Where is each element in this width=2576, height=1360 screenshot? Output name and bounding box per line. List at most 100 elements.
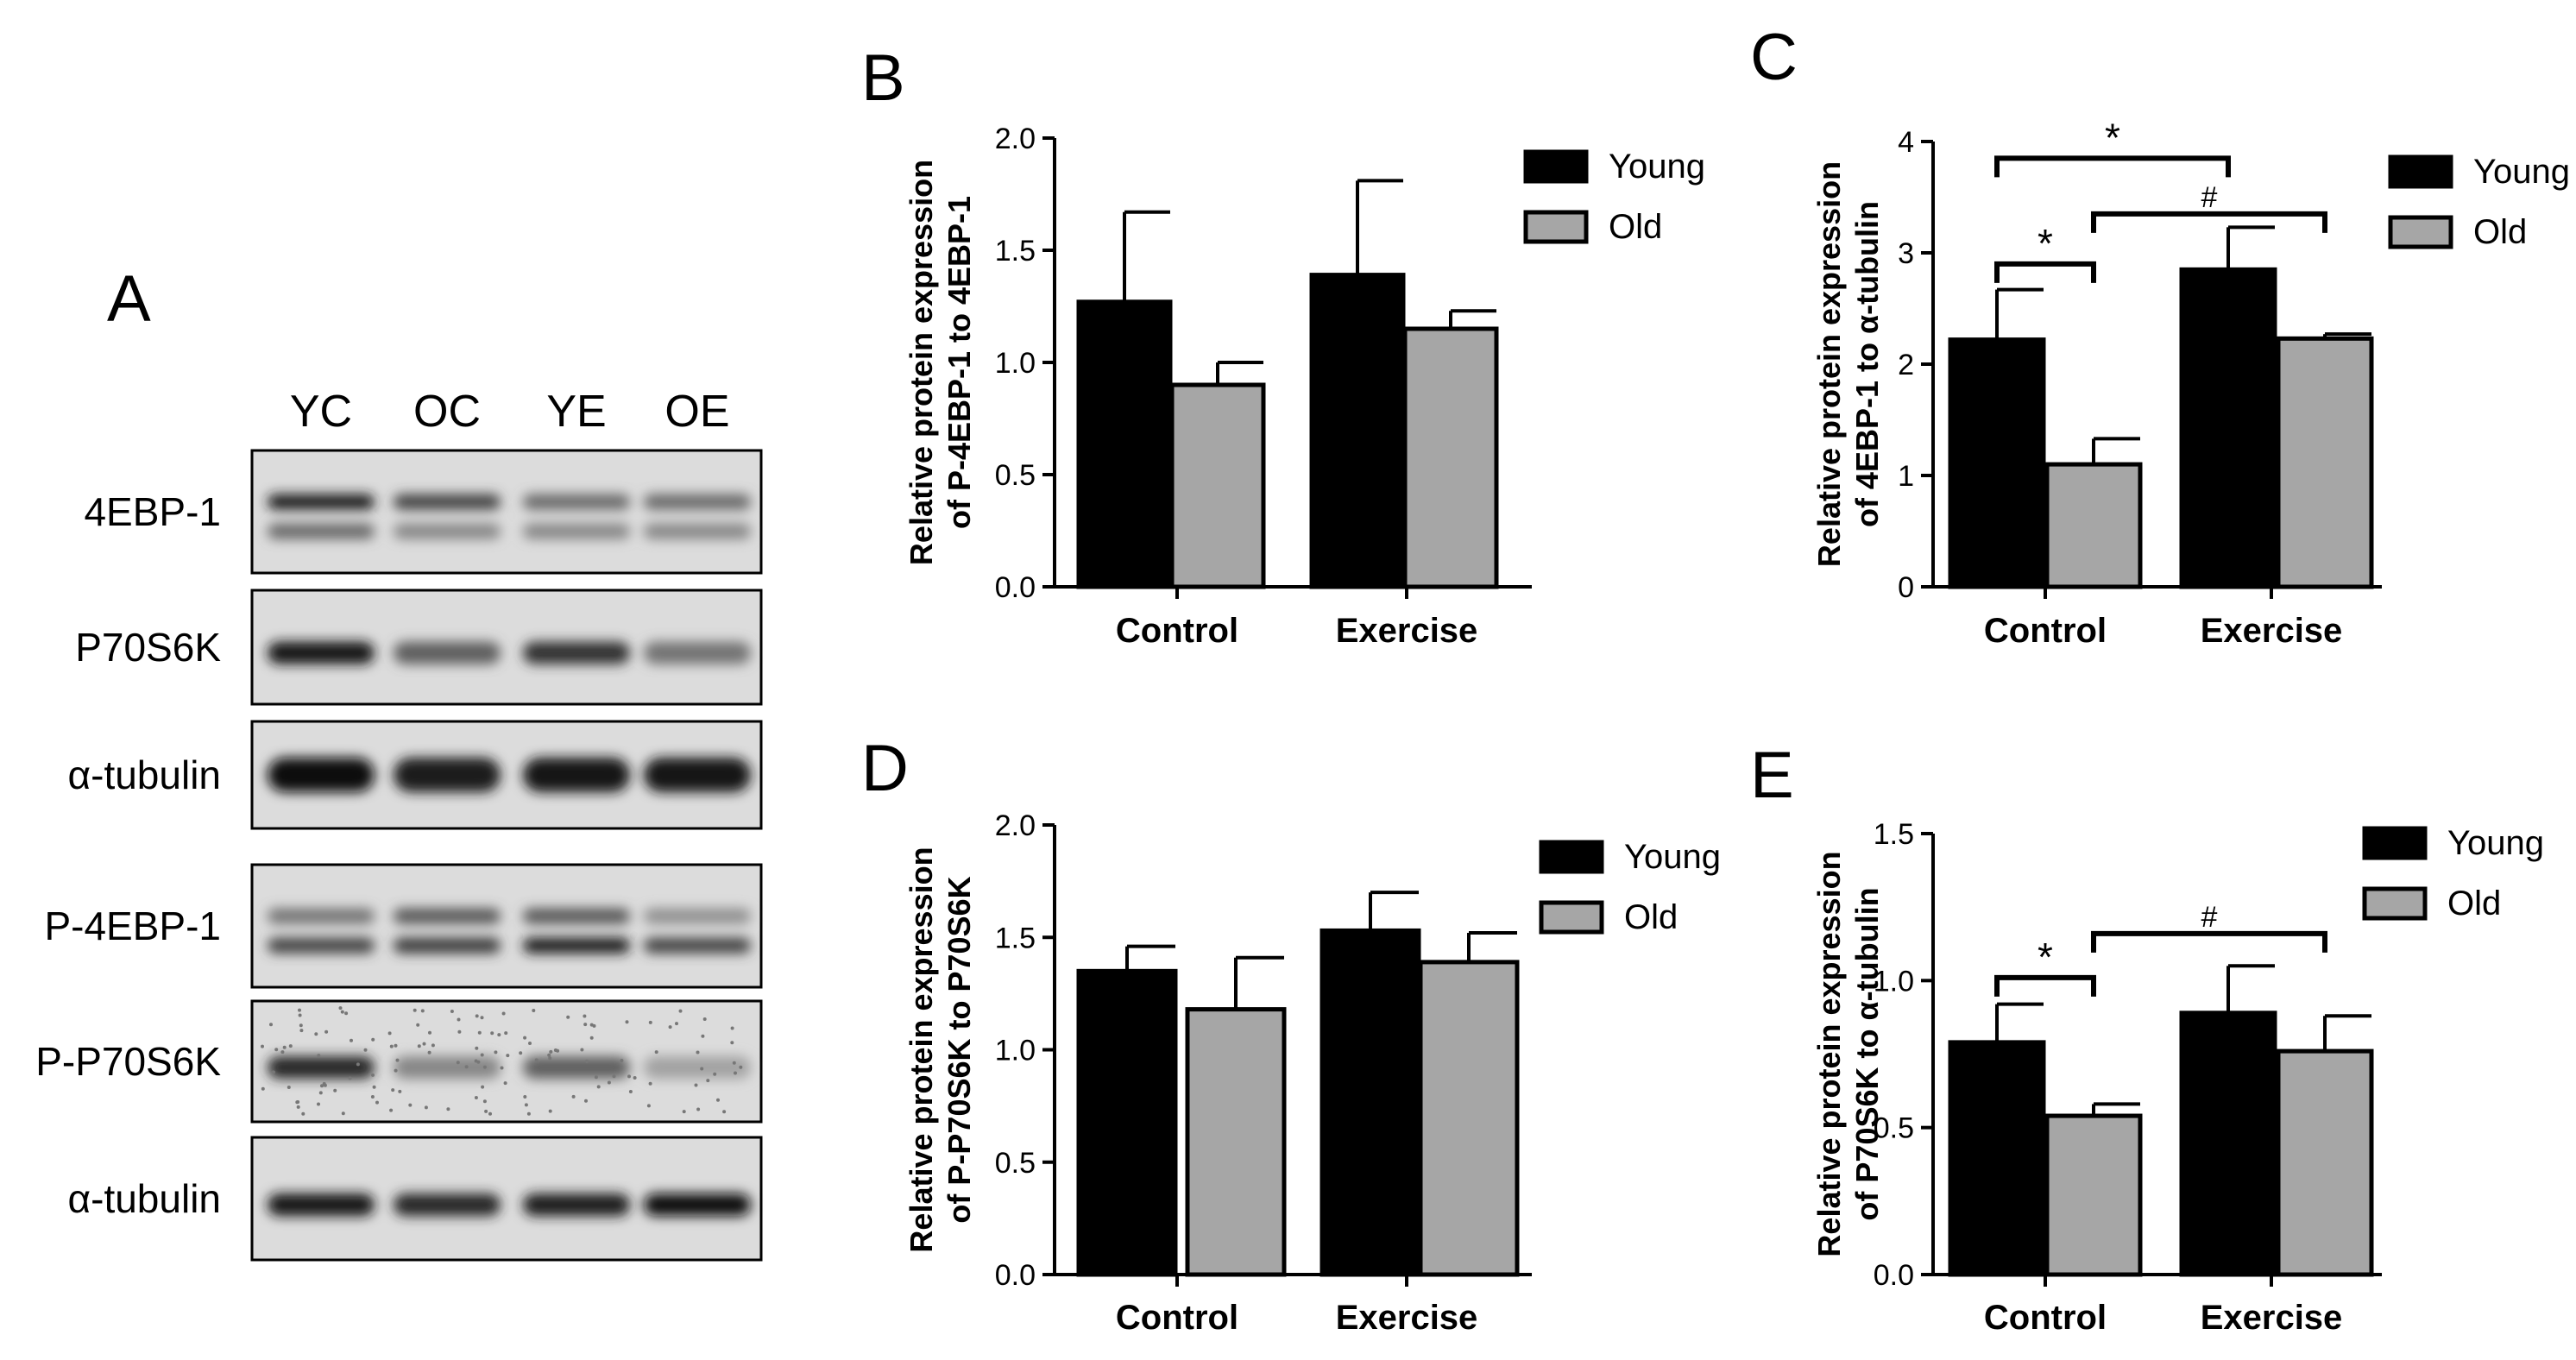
blot-speck <box>592 1023 596 1028</box>
blot-speck <box>646 1104 651 1108</box>
blot-speck <box>701 1034 705 1038</box>
blot-speck <box>389 1044 394 1048</box>
x-category-label-control: Control <box>1984 612 2107 650</box>
blot-speck <box>524 1103 528 1107</box>
blot-speck <box>395 1058 400 1062</box>
blot-band <box>268 1193 375 1217</box>
blot-speck <box>648 1020 652 1024</box>
blot-speck <box>317 1102 320 1106</box>
blot-speck <box>338 1006 343 1011</box>
x-category-label-exercise: Exercise <box>1336 612 1478 650</box>
blot-speck <box>416 1023 420 1027</box>
blot-speck <box>298 1008 301 1012</box>
bar-young-control <box>1076 299 1173 589</box>
blot-row-2: P70S6K <box>75 589 763 706</box>
lane-labels: YC OC YE OE <box>290 387 730 437</box>
blot-speck <box>633 1076 637 1080</box>
blot-speck <box>706 1079 710 1083</box>
blot-speck <box>668 1025 672 1029</box>
blot-speck <box>280 1050 285 1055</box>
blot-speck <box>474 1096 478 1099</box>
blot-speck <box>678 1009 683 1013</box>
legend-swatch-old <box>1539 900 1604 935</box>
star-marker: * <box>2037 221 2053 266</box>
blot-band <box>394 758 501 792</box>
blot-membrane <box>250 449 763 575</box>
blot-speck <box>585 1059 589 1063</box>
blot-speck <box>548 1109 552 1113</box>
blot-speck <box>320 1084 324 1088</box>
x-category-label-exercise: Exercise <box>2201 1299 2343 1337</box>
blot-speck <box>350 1038 353 1042</box>
blot-speck <box>301 1111 305 1116</box>
x-category-label-control: Control <box>1984 1299 2107 1337</box>
legend-label-old: Old <box>2473 213 2527 251</box>
blot-band <box>268 937 375 954</box>
legend-swatch-old <box>1523 210 1589 244</box>
blot-band <box>268 1056 375 1079</box>
y-axis-label-line-2: of P-4EBP-1 to 4EBP-1 <box>942 196 977 529</box>
blot-speck <box>427 1050 431 1055</box>
blot-band <box>394 1193 501 1217</box>
blot-band <box>523 523 630 539</box>
legend-swatch-young <box>1523 149 1589 184</box>
blot-speck <box>625 1020 629 1024</box>
blot-speck <box>324 1029 329 1034</box>
bar-young-exercise <box>1319 928 1421 1277</box>
y-tick-label: 0 <box>1898 571 1914 604</box>
y-axis-label: Relative protein expression of P-4EBP-1 t… <box>904 160 977 565</box>
blot-speck <box>620 1059 624 1062</box>
blot-speck <box>287 1086 291 1089</box>
blot-band <box>268 641 375 664</box>
blot-band <box>394 937 501 954</box>
blot-speck <box>549 1049 553 1054</box>
legend-swatch-old <box>2388 215 2453 249</box>
blot-speck <box>583 1014 587 1018</box>
y-tick-label: 0.5 <box>1874 1112 1914 1145</box>
legend-label-old: Old <box>1624 898 1678 936</box>
blot-speck <box>696 1050 700 1055</box>
blot-band <box>523 1193 630 1217</box>
blot-speck <box>456 1061 460 1065</box>
blot-speck <box>547 1053 551 1057</box>
blot-band <box>644 758 751 792</box>
panel-b-chart: B Relative protein expression of P-4EBP-1 … <box>861 41 1705 650</box>
bar-old-control <box>2044 462 2143 589</box>
blot-speck <box>553 1048 557 1052</box>
blot-speck <box>732 1061 736 1065</box>
blot-speck <box>450 1010 454 1013</box>
bar-young-exercise <box>2179 267 2277 589</box>
y-axis-label-line-1: Relative protein expression <box>904 847 939 1252</box>
blot-speck <box>583 1023 588 1027</box>
y-tick-label: 1.0 <box>995 347 1036 380</box>
blot-speck <box>612 1074 616 1079</box>
blot-speck <box>457 1017 461 1022</box>
blot-band <box>523 758 630 792</box>
blot-speck <box>288 1044 293 1048</box>
bar-old-exercise <box>1418 960 1520 1277</box>
bar-old-control <box>2044 1113 2143 1277</box>
blot-row-5: P-P70S6K <box>35 999 763 1124</box>
blot-speck <box>700 1067 704 1071</box>
blot-speck <box>408 1103 413 1107</box>
blot-speck <box>528 1042 532 1045</box>
y-tick-label: 1.0 <box>995 1035 1036 1067</box>
blot-speck <box>317 1054 321 1058</box>
blot-speck <box>348 1076 352 1080</box>
blot-speck <box>371 1073 375 1077</box>
blot-speck <box>340 1010 344 1014</box>
blot-speck <box>566 1015 570 1019</box>
blot-speck <box>261 1044 264 1048</box>
legend-label-young: Young <box>2473 153 2570 191</box>
panel-letter-d: D <box>861 732 909 805</box>
blot-band <box>394 908 501 924</box>
blot-speck <box>480 1053 484 1057</box>
blot-speck <box>341 1111 345 1116</box>
blot-membrane <box>250 863 763 989</box>
blot-band <box>268 523 375 539</box>
blot-band <box>394 1056 501 1079</box>
blot-band <box>644 937 751 954</box>
blot-speck <box>722 1110 727 1114</box>
blot-speck <box>526 1111 531 1116</box>
